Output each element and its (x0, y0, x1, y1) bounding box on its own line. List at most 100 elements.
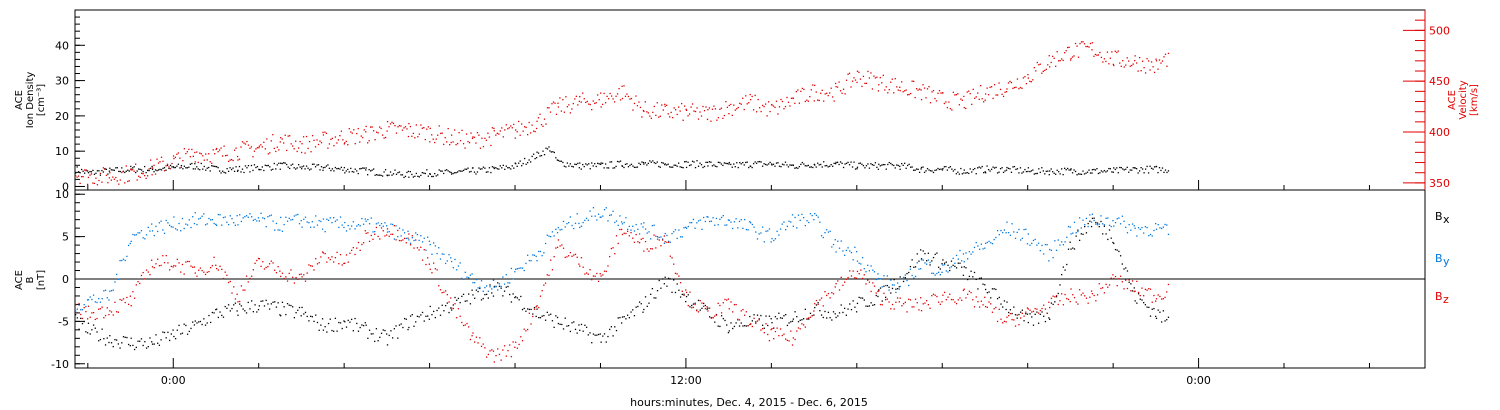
density-point (535, 156, 538, 159)
bx-point (1130, 283, 1132, 285)
density-tick-label: 20 (55, 110, 69, 123)
by-point (708, 220, 711, 223)
bx-point (941, 263, 943, 265)
bz-point (361, 243, 363, 246)
density-point (499, 165, 501, 167)
velocity-point (877, 90, 880, 92)
velocity-point (92, 182, 94, 184)
velocity-point (313, 139, 315, 142)
velocity-point (752, 109, 755, 111)
by-point (614, 221, 616, 224)
density-point (629, 164, 631, 167)
velocity-point (398, 124, 401, 127)
bz-point (1013, 319, 1015, 321)
bx-point (815, 304, 818, 306)
by-point (720, 216, 723, 219)
by-point (771, 237, 773, 240)
bx-point (538, 316, 540, 319)
bx-point (497, 282, 499, 284)
density-point (456, 171, 459, 173)
bx-point (610, 326, 613, 328)
by-point (926, 263, 928, 265)
density-point (633, 166, 636, 168)
by-point (457, 265, 460, 267)
bz-point (347, 261, 349, 263)
by-point (667, 240, 670, 243)
bz-point (597, 280, 600, 283)
velocity-point (714, 108, 717, 110)
density-point (1161, 167, 1164, 169)
bz-point (459, 315, 461, 317)
density-point (887, 163, 889, 166)
velocity-point (891, 78, 893, 80)
velocity-point (479, 147, 482, 149)
bz-point (655, 247, 657, 249)
velocity-point (293, 148, 295, 150)
velocity-point (705, 106, 707, 108)
bx-point (1018, 313, 1020, 316)
by-point (321, 228, 324, 230)
density-point (641, 161, 643, 163)
by-point (965, 252, 967, 254)
bz-point (842, 284, 844, 287)
density-point (462, 169, 465, 172)
density-point (766, 164, 768, 166)
density-point (260, 168, 262, 171)
by-point (788, 220, 790, 222)
by-point (881, 286, 883, 288)
bx-point (313, 320, 315, 323)
bz-point (824, 291, 826, 293)
velocity-point (205, 153, 207, 155)
bz-point (767, 333, 769, 336)
velocity-point (99, 172, 102, 175)
bx-point (936, 252, 938, 254)
bz-point (820, 297, 823, 299)
bx-point (477, 290, 479, 293)
by-point (689, 221, 691, 224)
density-point (104, 168, 106, 170)
density-point (888, 161, 890, 164)
by-point (174, 228, 177, 230)
density-point (853, 161, 855, 163)
velocity-point (371, 126, 373, 128)
bx-point (133, 348, 136, 351)
by-point (188, 219, 190, 221)
velocity-point (362, 136, 364, 139)
bx-point (466, 300, 468, 302)
by-point (233, 222, 235, 224)
bx-point (1048, 317, 1050, 319)
density-point (643, 163, 645, 165)
density-point (186, 167, 189, 169)
by-point (364, 218, 366, 220)
bx-point (1027, 321, 1029, 324)
velocity-point (888, 89, 890, 91)
bx-point (263, 305, 266, 307)
bz-point (407, 237, 409, 239)
density-point (618, 161, 620, 163)
bx-point (573, 321, 575, 323)
bz-point (819, 299, 821, 301)
velocity-point (165, 165, 167, 167)
velocity-point (473, 136, 476, 138)
density-point (444, 169, 446, 172)
velocity-point (369, 126, 372, 128)
bz-point (354, 253, 356, 256)
velocity-point (98, 179, 100, 182)
bx-point (83, 320, 85, 323)
bx-point (1064, 269, 1066, 271)
density-point (731, 166, 733, 168)
density-point (658, 165, 660, 168)
density-point (1117, 172, 1119, 174)
density-point (143, 165, 146, 168)
velocity-point (521, 123, 523, 125)
density-point (374, 174, 376, 176)
bz-point (357, 241, 360, 244)
density-point (899, 165, 901, 168)
velocity-point (865, 82, 868, 85)
bx-point (475, 289, 478, 291)
velocity-point (1061, 58, 1063, 60)
density-point (1016, 168, 1019, 170)
density-point (832, 165, 834, 167)
velocity-point (76, 176, 78, 178)
bz-point (975, 296, 977, 298)
